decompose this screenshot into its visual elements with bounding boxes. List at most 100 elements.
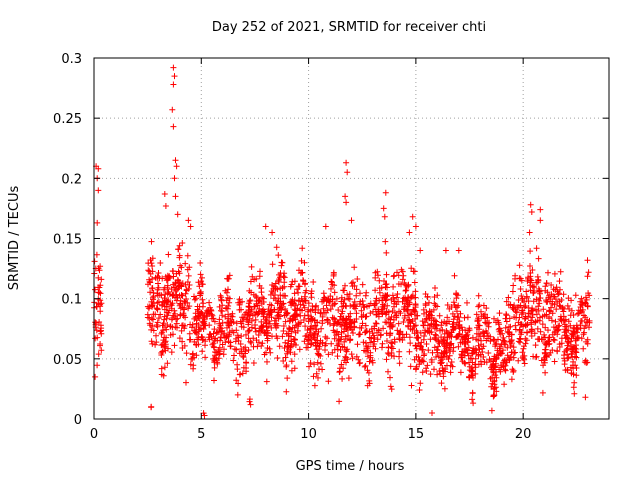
- data-point: [412, 316, 419, 322]
- data-point: [504, 344, 511, 351]
- data-point: [217, 337, 224, 344]
- data-point: [528, 317, 534, 324]
- data-point: [389, 292, 396, 299]
- data-point: [568, 307, 575, 314]
- data-point: [407, 310, 414, 317]
- data-point: [191, 327, 198, 334]
- data-point: [319, 317, 326, 324]
- data-point: [572, 292, 579, 299]
- data-point: [286, 325, 292, 331]
- data-point: [384, 284, 390, 291]
- data-point: [185, 272, 192, 279]
- data-point: [184, 252, 191, 259]
- data-point: [245, 300, 252, 307]
- data-point: [510, 344, 517, 351]
- data-point: [536, 289, 543, 295]
- data-point: [324, 316, 330, 323]
- data-point: [182, 290, 189, 297]
- data-point: [348, 280, 355, 287]
- data-point: [329, 281, 336, 288]
- data-point: [569, 354, 576, 360]
- data-point: [515, 319, 522, 326]
- data-point: [313, 370, 320, 377]
- data-point: [495, 319, 502, 326]
- data-point: [411, 268, 418, 275]
- data-point: [523, 329, 530, 336]
- data-point: [440, 373, 447, 380]
- data-point: [522, 340, 529, 347]
- data-point: [535, 255, 542, 262]
- data-point: [199, 281, 206, 288]
- data-point: [556, 302, 563, 309]
- data-point: [433, 354, 439, 360]
- data-point: [435, 343, 442, 350]
- data-point: [246, 287, 253, 294]
- data-point: [258, 285, 265, 292]
- data-point: [239, 314, 246, 321]
- data-point: [579, 302, 586, 309]
- data-point: [431, 300, 438, 307]
- data-point: [475, 351, 482, 358]
- data-point: [279, 333, 286, 340]
- data-point: [545, 341, 552, 348]
- data-point: [322, 223, 329, 230]
- data-point: [161, 191, 168, 197]
- data-point: [97, 308, 104, 315]
- data-point: [424, 362, 431, 369]
- data-point: [518, 293, 525, 299]
- data-point: [260, 295, 267, 302]
- data-point: [333, 321, 340, 327]
- data-point: [223, 289, 230, 296]
- data-point: [312, 303, 319, 310]
- data-point: [288, 342, 295, 349]
- data-point: [202, 354, 209, 361]
- data-point: [300, 302, 307, 309]
- data-point: [367, 300, 374, 307]
- data-point: [516, 314, 523, 321]
- data-point: [531, 288, 538, 294]
- data-point: [342, 193, 349, 200]
- data-point: [469, 334, 476, 341]
- data-point: [292, 329, 299, 336]
- data-point: [382, 319, 389, 326]
- data-point: [492, 372, 499, 379]
- data-point: [491, 378, 498, 385]
- data-point: [247, 401, 254, 408]
- data-point: [443, 354, 450, 361]
- data-point: [310, 279, 317, 285]
- chart-title: Day 252 of 2021, SRMTID for receiver cht…: [212, 20, 486, 35]
- data-point: [534, 325, 541, 332]
- data-point: [199, 348, 206, 355]
- data-point: [557, 286, 563, 293]
- data-point: [147, 289, 154, 296]
- data-point: [408, 265, 415, 272]
- data-point: [480, 302, 487, 309]
- data-point: [417, 247, 424, 254]
- data-point: [211, 326, 218, 333]
- data-point: [391, 298, 398, 305]
- data-point: [475, 303, 482, 310]
- data-point: [199, 318, 206, 325]
- data-point: [573, 335, 580, 342]
- data-point: [442, 247, 449, 254]
- data-point: [426, 311, 433, 318]
- data-point: [291, 313, 298, 320]
- data-point: [417, 380, 424, 387]
- data-point: [213, 329, 220, 336]
- data-point: [527, 263, 533, 269]
- data-point: [164, 284, 171, 291]
- data-point: [346, 291, 353, 297]
- data-point: [570, 384, 577, 391]
- data-point: [545, 269, 551, 276]
- data-point: [179, 240, 186, 246]
- data-point: [191, 296, 198, 303]
- data-point: [503, 298, 510, 305]
- data-point: [347, 324, 354, 331]
- data-point: [534, 273, 541, 280]
- data-point: [331, 289, 338, 296]
- data-point: [366, 358, 373, 365]
- data-point: [144, 311, 151, 318]
- data-point: [585, 290, 592, 297]
- data-point: [235, 380, 242, 387]
- data-point: [367, 352, 374, 359]
